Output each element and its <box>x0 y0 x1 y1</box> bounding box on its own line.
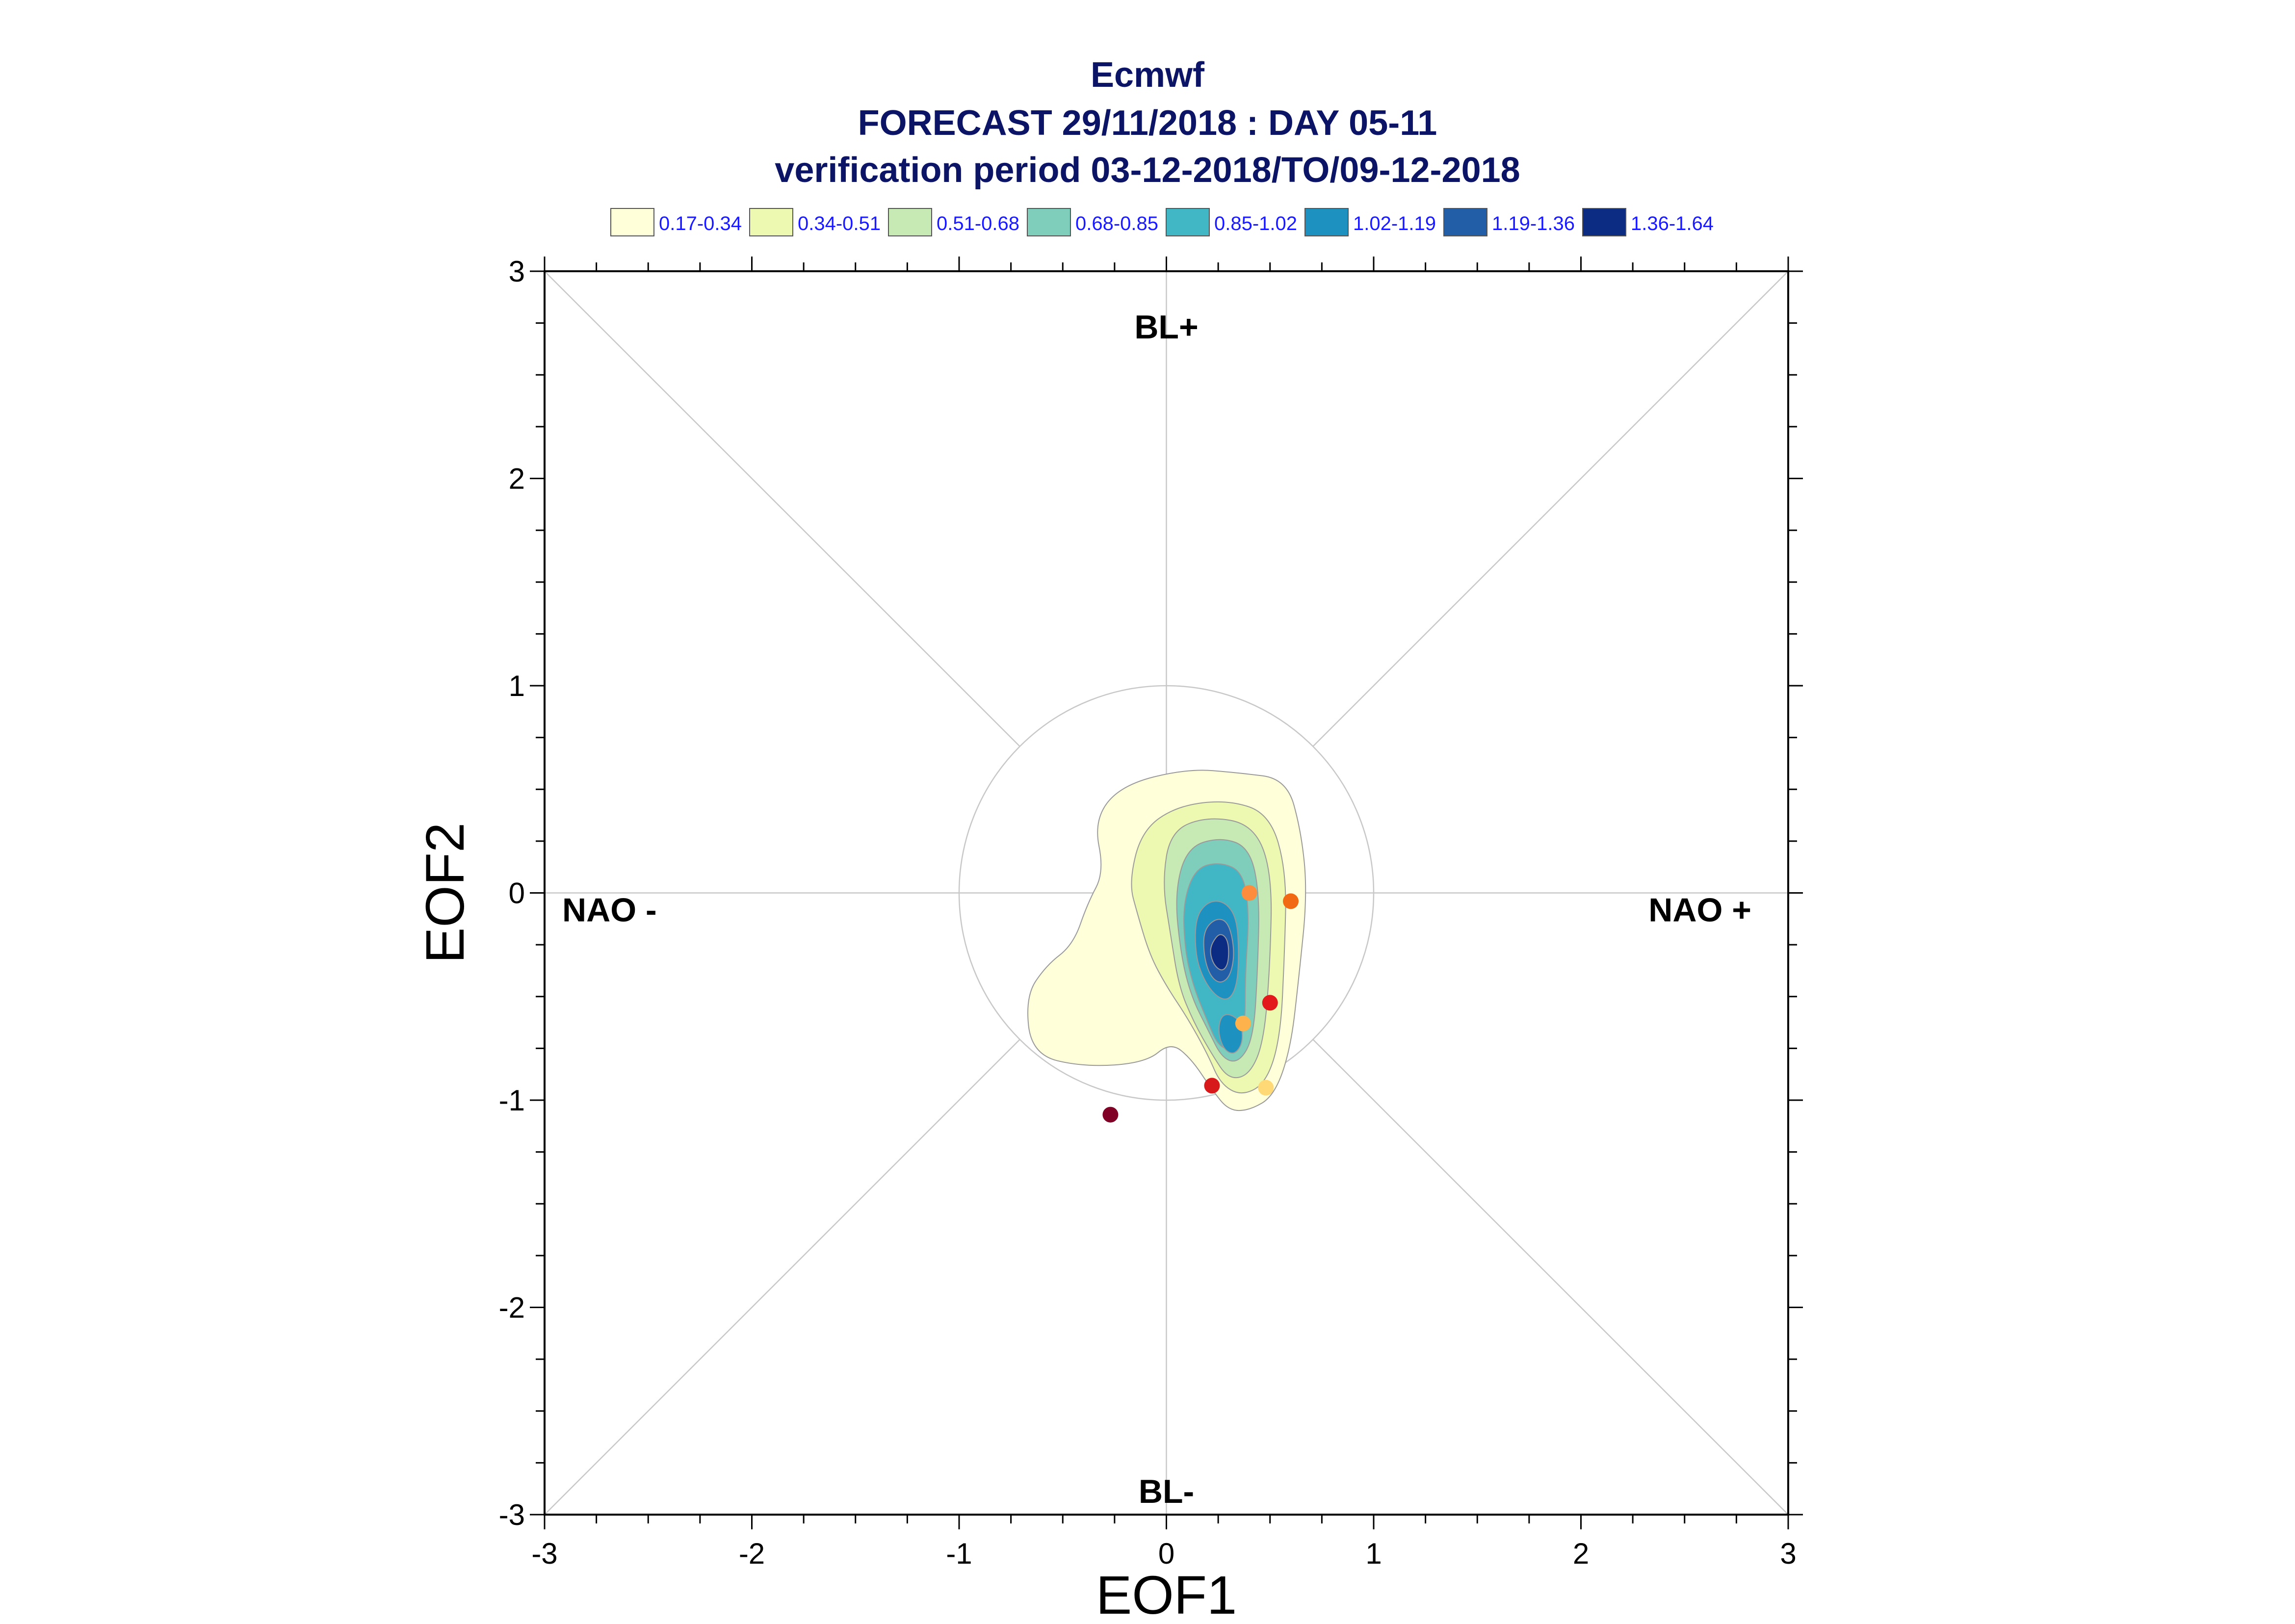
legend-label-5: 0.85-1.02 <box>1214 213 1297 234</box>
title-line-1: Ecmwf <box>1090 55 1205 95</box>
diagonal-lower-left <box>544 1039 1020 1515</box>
legend-label-8: 1.36-1.64 <box>1631 213 1714 234</box>
forecast-point-7 <box>1102 1107 1119 1123</box>
legend-swatch-5 <box>1166 208 1210 236</box>
y-tick-label: -2 <box>499 1291 525 1324</box>
legend-label-7: 1.19-1.36 <box>1492 213 1575 234</box>
forecast-point-5 <box>1204 1078 1220 1094</box>
legend-swatch-2 <box>749 208 793 236</box>
x-tick-label: 2 <box>1573 1537 1589 1570</box>
regime-label-nao-minus: NAO - <box>562 892 657 929</box>
x-tick-label: -2 <box>739 1537 765 1570</box>
legend: 0.17-0.34 0.34-0.51 0.51-0.68 0.68-0.85 0.85… <box>610 208 1714 236</box>
forecast-points <box>1102 885 1299 1123</box>
regime-labels: BL+ BL- NAO - NAO + <box>562 309 1751 1510</box>
y-tick-label: 2 <box>509 463 525 495</box>
x-axis-title: EOF1 <box>1096 1565 1237 1624</box>
title-line-2: FORECAST 29/11/2018 : DAY 05-11 <box>858 103 1437 143</box>
y-tick-label: 3 <box>509 255 525 288</box>
density-level-8 <box>1210 934 1229 971</box>
y-tick-label: 1 <box>509 670 525 702</box>
forecast-point-1 <box>1241 885 1257 901</box>
legend-label-2: 0.34-0.51 <box>798 213 881 234</box>
diagonal-lower-right <box>1312 1039 1789 1515</box>
forecast-point-4 <box>1235 1015 1251 1031</box>
legend-label-4: 0.68-0.85 <box>1075 213 1158 234</box>
title-line-3: verification period 03-12-2018/TO/09-12-… <box>775 151 1520 190</box>
x-tick-label: 1 <box>1365 1537 1382 1570</box>
x-tick-label: -3 <box>531 1537 557 1570</box>
axes: -3 -2 -1 0 1 2 3 -3 -2 -1 0 1 2 3 EOF1 EOF2 <box>415 255 1803 1624</box>
x-tick-label: 3 <box>1780 1537 1796 1570</box>
legend-swatch-4 <box>1027 208 1071 236</box>
forecast-point-2 <box>1283 893 1299 909</box>
y-axis-title: EOF2 <box>415 823 475 963</box>
diagonal-upper-right <box>1312 271 1789 747</box>
legend-swatch-1 <box>610 208 654 236</box>
legend-label-3: 0.51-0.68 <box>937 213 1019 234</box>
regime-label-bl-minus: BL- <box>1139 1473 1194 1510</box>
y-tick-label: -1 <box>499 1084 525 1117</box>
legend-swatch-7 <box>1443 208 1487 236</box>
forecast-point-3 <box>1262 995 1278 1011</box>
legend-label-6: 1.02-1.19 <box>1353 213 1436 234</box>
y-tick-label: -3 <box>499 1498 525 1531</box>
regime-label-nao-plus: NAO + <box>1648 892 1751 929</box>
x-tick-label: 0 <box>1158 1537 1174 1570</box>
regime-label-bl-plus: BL+ <box>1134 309 1198 346</box>
legend-label-1: 0.17-0.34 <box>659 213 742 234</box>
unit-circle <box>958 685 1375 1101</box>
diagonal-upper-left <box>544 271 1020 747</box>
legend-swatch-6 <box>1304 208 1349 236</box>
forecast-point-6 <box>1258 1080 1274 1096</box>
y-tick-label: 0 <box>509 877 525 910</box>
legend-swatch-8 <box>1582 208 1626 236</box>
x-tick-label: -1 <box>946 1537 972 1570</box>
legend-swatch-3 <box>888 208 932 236</box>
